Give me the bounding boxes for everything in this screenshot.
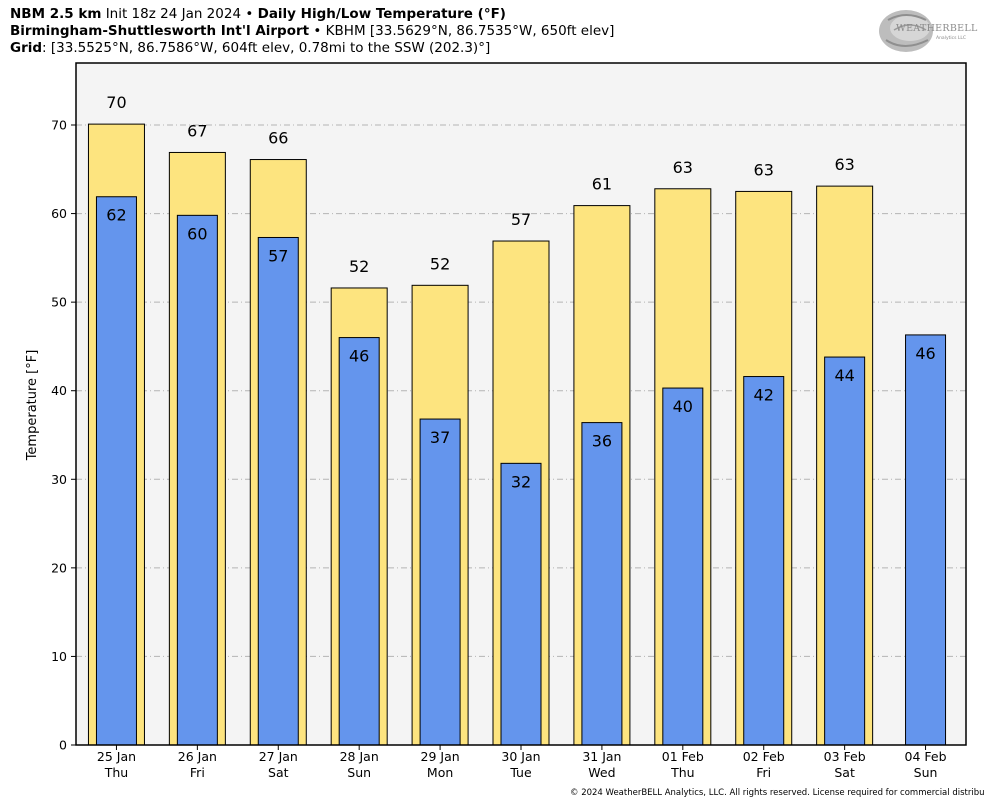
x-tick-day: Tue [509, 765, 532, 780]
y-tick-label: 60 [51, 206, 67, 221]
grid-label: Grid [10, 40, 43, 56]
chart-title: Daily High/Low Temperature (°F) [257, 6, 506, 22]
high-value-label: 63 [673, 158, 693, 177]
x-tick-day: Fri [756, 765, 771, 780]
x-tick-date: 01 Feb [662, 749, 704, 764]
high-value-label: 57 [511, 210, 531, 229]
low-bar [95, 196, 137, 746]
x-tick-day: Thu [104, 765, 128, 780]
high-value-label: 52 [430, 254, 450, 273]
x-tick-day: Wed [588, 765, 615, 780]
low-value-label: 57 [268, 246, 288, 265]
x-tick-date: 26 Jan [178, 749, 217, 764]
low-bar [743, 376, 785, 746]
logo-subtext: Analytics LLC [936, 36, 967, 41]
low-value-label: 36 [592, 432, 612, 451]
x-tick-date: 02 Feb [743, 749, 785, 764]
x-tick-date: 27 Jan [259, 749, 298, 764]
low-value-label: 42 [754, 386, 774, 405]
model-name: NBM 2.5 km [10, 6, 102, 22]
station-name: Birmingham-Shuttlesworth Int'l Airport [10, 23, 310, 39]
x-tick-day: Sat [268, 765, 289, 780]
init-time: Init 18z 24 Jan 2024 [105, 6, 242, 22]
y-tick-label: 10 [51, 649, 67, 664]
y-tick-label: 40 [51, 383, 67, 398]
x-tick-date: 29 Jan [421, 749, 460, 764]
grid-info: : [33.5525°N, 86.7586°W, 604ft elev, 0.7… [42, 40, 491, 56]
low-value-label: 37 [430, 428, 450, 447]
low-value-label: 44 [834, 366, 854, 385]
station-info: KBHM [33.5629°N, 86.7535°W, 650ft elev] [325, 23, 615, 39]
x-tick-date: 04 Feb [905, 749, 947, 764]
y-axis-label: Temperature [°F] [25, 350, 40, 462]
header-line-2: Birmingham-Shuttlesworth Int'l Airport •… [10, 23, 614, 40]
low-value-label: 32 [511, 472, 531, 491]
header-line-1: NBM 2.5 km Init 18z 24 Jan 2024 • Daily … [10, 6, 506, 23]
low-bar [257, 236, 299, 746]
x-tick-date: 28 Jan [340, 749, 379, 764]
x-tick-day: Sun [914, 765, 938, 780]
separator: • [313, 23, 322, 39]
y-tick-label: 30 [51, 472, 67, 487]
y-tick-label: 50 [51, 295, 67, 310]
high-value-label: 66 [268, 129, 288, 148]
x-tick-day: Mon [427, 765, 453, 780]
low-bar [905, 334, 947, 746]
header-line-3: Grid: [33.5525°N, 86.7586°W, 604ft elev,… [10, 40, 490, 57]
low-bar [176, 214, 218, 746]
y-tick-label: 20 [51, 560, 67, 575]
low-bar [824, 356, 866, 746]
low-bar [662, 387, 704, 746]
separator: • [245, 6, 254, 22]
high-value-label: 63 [834, 155, 854, 174]
x-tick-date: 31 Jan [582, 749, 621, 764]
x-tick-date: 30 Jan [501, 749, 540, 764]
high-value-label: 52 [349, 257, 369, 276]
high-value-label: 70 [106, 93, 126, 112]
weatherbell-logo: WEATHERBELL Analytics LLC [876, 6, 977, 56]
low-bar [581, 422, 623, 746]
y-tick-label: 0 [59, 738, 67, 753]
low-bar [338, 337, 380, 746]
low-value-label: 40 [673, 397, 693, 416]
logo-text: WEATHERBELL [896, 23, 978, 34]
x-tick-date: 25 Jan [97, 749, 136, 764]
x-tick-day: Fri [190, 765, 205, 780]
x-tick-day: Sun [347, 765, 371, 780]
logo-swirl-icon [879, 10, 933, 52]
low-bar [500, 462, 542, 746]
low-value-label: 46 [349, 347, 369, 366]
low-bar [419, 418, 461, 746]
high-value-label: 63 [754, 160, 774, 179]
y-tick-label: 70 [51, 118, 67, 133]
x-tick-day: Sat [834, 765, 855, 780]
x-tick-day: Thu [670, 765, 694, 780]
high-value-label: 61 [592, 175, 612, 194]
low-value-label: 60 [187, 224, 207, 243]
x-tick-date: 03 Feb [824, 749, 866, 764]
plot-frame [75, 62, 967, 746]
low-value-label: 62 [106, 206, 126, 225]
high-value-label: 67 [187, 121, 207, 140]
copyright-footer: © 2024 WeatherBELL Analytics, LLC. All r… [570, 788, 984, 798]
low-value-label: 46 [915, 344, 935, 363]
